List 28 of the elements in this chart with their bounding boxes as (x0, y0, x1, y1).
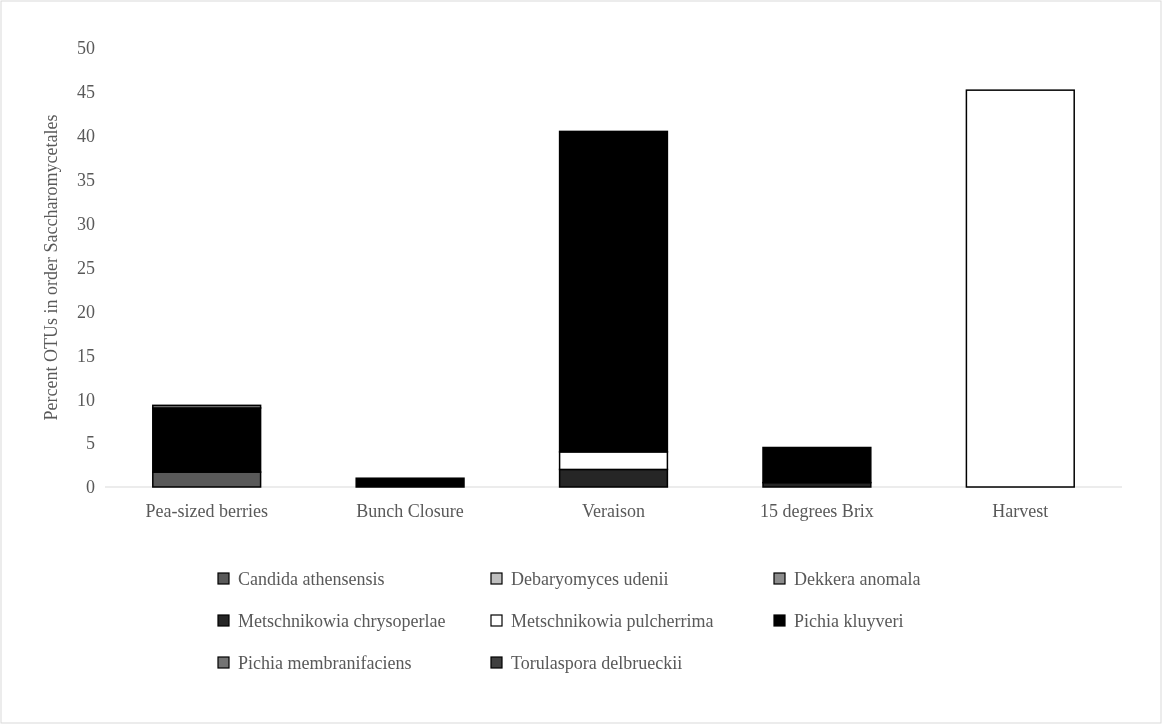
y-tick-label: 10 (77, 389, 95, 410)
x-tick-label: Pea-sized berries (145, 501, 268, 521)
x-tick-label: Bunch Closure (356, 501, 464, 521)
y-tick-label: 0 (86, 477, 95, 498)
bar (762, 446, 872, 484)
bar (355, 477, 465, 488)
legend-label: Dekkera anomala (794, 569, 921, 590)
legend-label: Candida athensensis (238, 569, 385, 590)
y-tick-label: 45 (77, 82, 95, 103)
legend-label: Pichia membranifaciens (238, 653, 412, 674)
y-tick-label: 5 (86, 433, 95, 454)
x-tick-label: Harvest (992, 501, 1049, 521)
y-tick-label: 50 (77, 38, 95, 59)
legend-label: Metschnikowia pulcherrima (511, 611, 714, 632)
legend-label: Metschnikowia chrysoperlae (238, 611, 446, 632)
legend-label: Debaryomyces udenii (511, 569, 669, 590)
y-tick-label: 40 (77, 126, 95, 147)
y-tick-label: 35 (77, 170, 95, 190)
legend-label: Torulaspora delbrueckii (511, 653, 683, 674)
y-tick-label: 25 (77, 257, 95, 278)
legend-label: Pichia kluyveri (794, 611, 904, 632)
y-axis-title: Percent OTUs in order Saccharomycetales (41, 114, 61, 421)
y-tick-label: 15 (77, 345, 95, 366)
y-tick-label: 30 (77, 213, 95, 234)
x-tick-label: 15 degrees Brix (759, 501, 874, 521)
y-tick-label: 20 (77, 301, 95, 322)
x-tick-label: Veraison (582, 501, 645, 521)
bar (965, 89, 1075, 488)
